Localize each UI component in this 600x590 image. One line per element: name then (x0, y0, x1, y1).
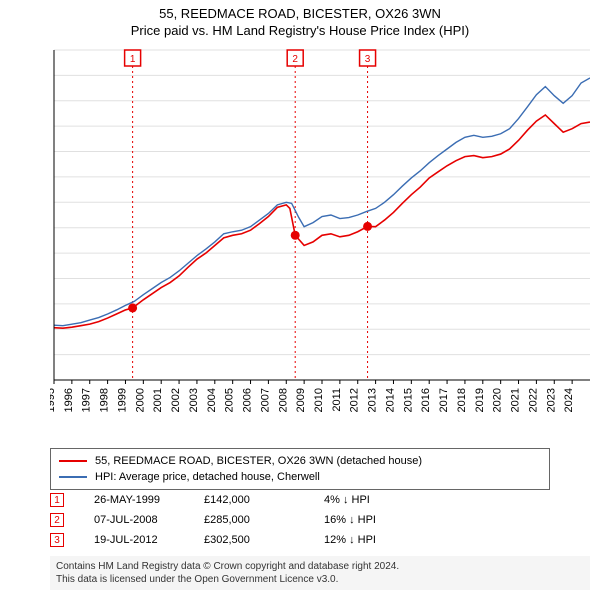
event-row: 1 26-MAY-1999 £142,000 4% ↓ HPI (50, 490, 550, 510)
event-delta: 4% ↓ HPI (324, 494, 484, 506)
chart-area: £0£50K£100K£150K£200K£250K£300K£350K£400… (50, 48, 590, 418)
svg-text:2023: 2023 (545, 388, 557, 412)
legend-item: HPI: Average price, detached house, Cher… (59, 469, 541, 485)
event-delta: 12% ↓ HPI (324, 534, 484, 546)
chart-subtitle: Price paid vs. HM Land Registry's House … (0, 23, 600, 38)
event-marker-icon: 3 (50, 533, 64, 547)
svg-text:2001: 2001 (152, 388, 164, 412)
svg-text:2022: 2022 (527, 388, 539, 412)
svg-text:1996: 1996 (63, 388, 75, 412)
svg-text:2007: 2007 (259, 388, 271, 412)
svg-text:2014: 2014 (384, 388, 396, 412)
svg-text:2019: 2019 (474, 388, 486, 412)
footer-line-2: This data is licensed under the Open Gov… (56, 573, 584, 586)
svg-text:2024: 2024 (563, 388, 575, 412)
attribution-footer: Contains HM Land Registry data © Crown c… (50, 556, 590, 590)
svg-text:1999: 1999 (116, 388, 128, 412)
svg-text:2018: 2018 (456, 388, 468, 412)
svg-text:2000: 2000 (134, 388, 146, 412)
legend: 55, REEDMACE ROAD, BICESTER, OX26 3WN (d… (50, 448, 550, 490)
event-date: 26-MAY-1999 (74, 494, 194, 506)
svg-text:2008: 2008 (277, 388, 289, 412)
svg-text:2003: 2003 (188, 388, 200, 412)
legend-item: 55, REEDMACE ROAD, BICESTER, OX26 3WN (d… (59, 453, 541, 469)
svg-text:2006: 2006 (242, 388, 254, 412)
svg-text:2002: 2002 (170, 388, 182, 412)
event-marker-icon: 1 (50, 493, 64, 507)
event-price: £142,000 (204, 494, 314, 506)
svg-text:1: 1 (130, 54, 136, 65)
footer-line-1: Contains HM Land Registry data © Crown c… (56, 560, 584, 573)
svg-text:2004: 2004 (206, 388, 218, 412)
svg-text:2012: 2012 (349, 388, 361, 412)
event-delta: 16% ↓ HPI (324, 514, 484, 526)
event-row: 2 07-JUL-2008 £285,000 16% ↓ HPI (50, 510, 550, 530)
legend-swatch (59, 460, 87, 462)
event-row: 3 19-JUL-2012 £302,500 12% ↓ HPI (50, 530, 550, 550)
chart-container: 55, REEDMACE ROAD, BICESTER, OX26 3WN Pr… (0, 0, 600, 590)
svg-text:2010: 2010 (313, 388, 325, 412)
legend-label: 55, REEDMACE ROAD, BICESTER, OX26 3WN (d… (95, 455, 422, 467)
svg-text:2: 2 (292, 54, 298, 65)
svg-text:2013: 2013 (367, 388, 379, 412)
line-chart-svg: £0£50K£100K£150K£200K£250K£300K£350K£400… (50, 48, 590, 418)
event-marker-icon: 2 (50, 513, 64, 527)
events-table: 1 26-MAY-1999 £142,000 4% ↓ HPI 2 07-JUL-2008… (50, 490, 550, 550)
svg-text:2021: 2021 (510, 388, 522, 412)
svg-text:1998: 1998 (99, 388, 111, 412)
event-price: £302,500 (204, 534, 314, 546)
svg-text:2020: 2020 (492, 388, 504, 412)
event-date: 07-JUL-2008 (74, 514, 194, 526)
svg-text:2015: 2015 (402, 388, 414, 412)
svg-text:2009: 2009 (295, 388, 307, 412)
svg-text:3: 3 (365, 54, 371, 65)
chart-title: 55, REEDMACE ROAD, BICESTER, OX26 3WN (0, 6, 600, 21)
event-date: 19-JUL-2012 (74, 534, 194, 546)
svg-text:2011: 2011 (331, 388, 343, 412)
event-price: £285,000 (204, 514, 314, 526)
svg-text:1997: 1997 (81, 388, 93, 412)
legend-swatch (59, 476, 87, 478)
svg-text:2016: 2016 (420, 388, 432, 412)
title-block: 55, REEDMACE ROAD, BICESTER, OX26 3WN Pr… (0, 0, 600, 38)
svg-text:1995: 1995 (50, 388, 57, 412)
svg-text:2017: 2017 (438, 388, 450, 412)
legend-label: HPI: Average price, detached house, Cher… (95, 471, 320, 483)
svg-text:2005: 2005 (224, 388, 236, 412)
